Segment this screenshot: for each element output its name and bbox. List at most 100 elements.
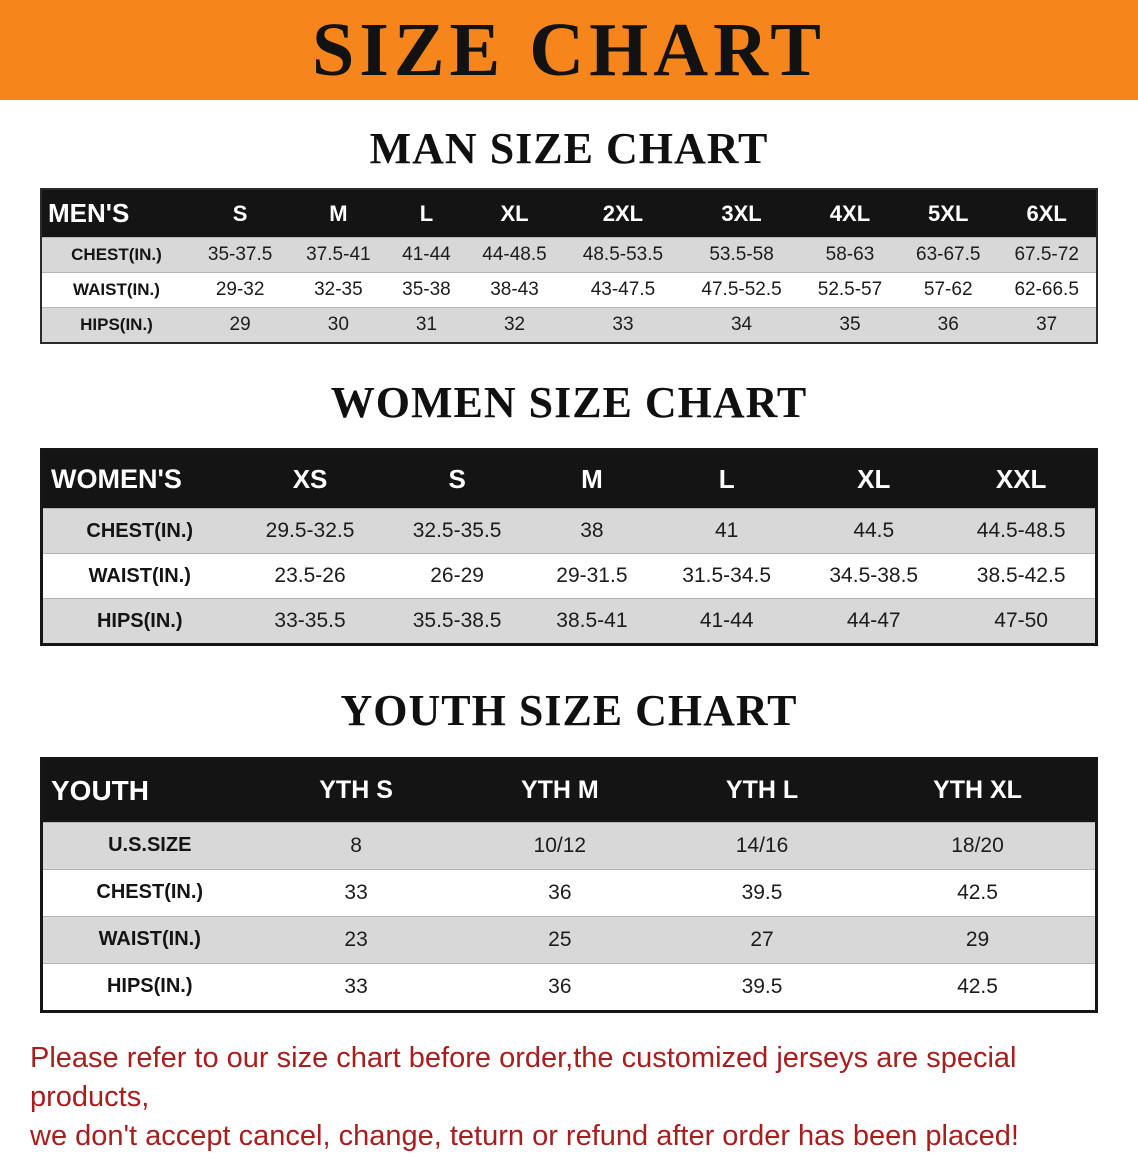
table-cell: 44-48.5 bbox=[465, 237, 564, 274]
table-cell: 34.5-38.5 bbox=[800, 553, 948, 600]
table-cell: 47.5-52.5 bbox=[682, 272, 801, 309]
table-cell: 42.5 bbox=[860, 869, 1097, 917]
column-header: XS bbox=[236, 449, 384, 510]
women-size-table: WOMEN'S XS S M L XL XXL CHEST(IN.) 29.5-32.5 32.5… bbox=[40, 448, 1098, 647]
table-cell: 31 bbox=[387, 307, 466, 344]
table-body: U.S.SIZE 8 10/12 14/16 18/20 CHEST(IN.) 33 36 39… bbox=[41, 822, 1097, 1012]
table-cell: 8 bbox=[256, 822, 456, 870]
table-cell: 29.5-32.5 bbox=[236, 508, 384, 555]
column-header: L bbox=[653, 449, 801, 510]
table-cell: 32-35 bbox=[289, 272, 388, 309]
table-cell: 39.5 bbox=[664, 869, 861, 917]
row-label: HIPS(IN.) bbox=[41, 598, 237, 646]
youth-size-table-wrap: YOUTH YTH S YTH M YTH L YTH XL U.S.SIZE 8 10/12… bbox=[40, 756, 1098, 1013]
column-header: YTH M bbox=[455, 758, 665, 823]
row-label: CHEST(IN.) bbox=[41, 869, 257, 917]
column-header: L bbox=[387, 189, 466, 239]
table-cell: 26-29 bbox=[383, 553, 531, 600]
table-body: CHEST(IN.) 35-37.5 37.5-41 41-44 44-48.5 48.5… bbox=[41, 237, 1097, 344]
row-label: U.S.SIZE bbox=[41, 822, 257, 870]
table-head: YOUTH YTH S YTH M YTH L YTH XL bbox=[41, 758, 1097, 823]
table-row: HIPS(IN.) 29 30 31 32 33 34 35 36 37 bbox=[41, 307, 1097, 344]
column-header: S bbox=[191, 189, 290, 239]
table-cell: 36 bbox=[899, 307, 998, 344]
table-row: HIPS(IN.) 33-35.5 35.5-38.5 38.5-41 41-44 44-… bbox=[41, 598, 1097, 646]
women-section: WOMEN SIZE CHART WOMEN'S XS S M L XL XXL CHEST(… bbox=[0, 378, 1138, 647]
table-cell: 29-31.5 bbox=[530, 553, 654, 600]
column-header: 4XL bbox=[800, 189, 900, 239]
table-cell: 23.5-26 bbox=[236, 553, 384, 600]
row-label: WAIST(IN.) bbox=[41, 553, 237, 600]
row-label: HIPS(IN.) bbox=[41, 307, 191, 344]
page-title: SIZE CHART bbox=[311, 8, 826, 92]
women-size-table-wrap: WOMEN'S XS S M L XL XXL CHEST(IN.) 29.5-32.5 32.5… bbox=[40, 448, 1098, 647]
table-cell: 35 bbox=[800, 307, 900, 344]
table-cell: 44.5 bbox=[800, 508, 948, 555]
table-cell: 48.5-53.5 bbox=[563, 237, 683, 274]
column-header: YTH XL bbox=[860, 758, 1097, 823]
table-cell: 34 bbox=[682, 307, 801, 344]
disclaimer-line-2: we don't accept cancel, change, teturn o… bbox=[30, 1119, 1019, 1152]
column-header: XL bbox=[465, 189, 564, 239]
column-header: YTH S bbox=[256, 758, 456, 823]
table-cell: 30 bbox=[289, 307, 388, 344]
youth-section-heading: YOUTH SIZE CHART bbox=[340, 686, 798, 736]
table-cell: 41 bbox=[653, 508, 801, 555]
table-row: U.S.SIZE 8 10/12 14/16 18/20 bbox=[41, 822, 1097, 870]
table-body: CHEST(IN.) 29.5-32.5 32.5-35.5 38 41 44.5 44.5… bbox=[41, 508, 1097, 646]
table-cell: 33 bbox=[256, 963, 456, 1012]
table-cell: 29-32 bbox=[191, 272, 290, 309]
column-header: M bbox=[530, 449, 654, 510]
disclaimer-note: Please refer to our size chart before or… bbox=[30, 1039, 1108, 1156]
youth-size-table: YOUTH YTH S YTH M YTH L YTH XL U.S.SIZE 8 10/12… bbox=[40, 756, 1098, 1013]
column-header: M bbox=[289, 189, 388, 239]
table-cell: 57-62 bbox=[899, 272, 998, 309]
table-cell: 43-47.5 bbox=[563, 272, 683, 309]
disclaimer-line-1: Please refer to our size chart before or… bbox=[30, 1041, 1017, 1113]
table-cell: 35-37.5 bbox=[191, 237, 290, 274]
table-cell: 38 bbox=[530, 508, 654, 555]
table-head: MEN'S S M L XL 2XL 3XL 4XL 5XL 6XL bbox=[41, 189, 1097, 239]
table-cell: 38-43 bbox=[465, 272, 564, 309]
table-cell: 31.5-34.5 bbox=[653, 553, 801, 600]
column-header: S bbox=[383, 449, 531, 510]
table-cell: 37 bbox=[997, 307, 1097, 344]
table-cell: 63-67.5 bbox=[899, 237, 998, 274]
table-cell: 62-66.5 bbox=[997, 272, 1097, 309]
men-size-table-wrap: MEN'S S M L XL 2XL 3XL 4XL 5XL 6XL CHEST(IN.) 35-37… bbox=[40, 188, 1098, 345]
table-cell: 58-63 bbox=[800, 237, 900, 274]
table-cell: 42.5 bbox=[860, 963, 1097, 1012]
table-row: WAIST(IN.) 29-32 32-35 35-38 38-43 43-47.5 47.… bbox=[41, 272, 1097, 309]
table-cell: 14/16 bbox=[664, 822, 861, 870]
table-corner-label: MEN'S bbox=[41, 189, 191, 239]
men-size-table: MEN'S S M L XL 2XL 3XL 4XL 5XL 6XL CHEST(IN.) 35-37… bbox=[40, 188, 1098, 345]
table-header-row: YOUTH YTH S YTH M YTH L YTH XL bbox=[41, 758, 1097, 823]
table-cell: 32 bbox=[465, 307, 564, 344]
table-cell: 25 bbox=[455, 916, 665, 964]
column-header: XL bbox=[800, 449, 948, 510]
table-cell: 29 bbox=[191, 307, 290, 344]
table-cell: 10/12 bbox=[455, 822, 665, 870]
table-cell: 27 bbox=[664, 916, 861, 964]
men-section: MAN SIZE CHART MEN'S S M L XL 2XL 3XL 4XL 5XL 6XL… bbox=[0, 125, 1138, 345]
table-cell: 52.5-57 bbox=[800, 272, 900, 309]
table-row: CHEST(IN.) 33 36 39.5 42.5 bbox=[41, 869, 1097, 917]
table-cell: 53.5-58 bbox=[682, 237, 801, 274]
table-cell: 41-44 bbox=[387, 237, 466, 274]
table-cell: 29 bbox=[860, 916, 1097, 964]
column-header: XXL bbox=[947, 449, 1097, 510]
women-section-heading: WOMEN SIZE CHART bbox=[330, 378, 808, 428]
table-cell: 38.5-42.5 bbox=[947, 553, 1097, 600]
table-cell: 67.5-72 bbox=[997, 237, 1097, 274]
table-cell: 33-35.5 bbox=[236, 598, 384, 646]
table-row: WAIST(IN.) 23.5-26 26-29 29-31.5 31.5-34.5 34… bbox=[41, 553, 1097, 600]
table-cell: 33 bbox=[256, 869, 456, 917]
table-cell: 41-44 bbox=[653, 598, 801, 646]
row-label: WAIST(IN.) bbox=[41, 272, 191, 309]
table-row: WAIST(IN.) 23 25 27 29 bbox=[41, 916, 1097, 964]
table-row: CHEST(IN.) 29.5-32.5 32.5-35.5 38 41 44.5 44.5… bbox=[41, 508, 1097, 555]
table-cell: 44.5-48.5 bbox=[947, 508, 1097, 555]
column-header: 3XL bbox=[682, 189, 801, 239]
table-cell: 36 bbox=[455, 963, 665, 1012]
